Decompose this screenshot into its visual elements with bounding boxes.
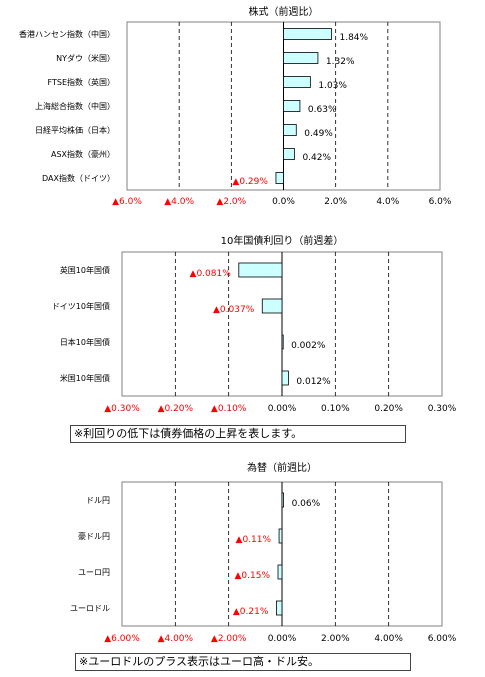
stocks-category-label: 香港ハンセン指数（中国） (19, 29, 115, 39)
bonds-category-label: 日本10年国債 (60, 337, 110, 347)
stocks-tick-label: ▲6.0% (112, 197, 142, 207)
bonds-category-label: 米国10年国債 (60, 373, 110, 383)
bonds-bar (238, 262, 283, 278)
fx-tick-label: 0.00% (268, 634, 297, 644)
bond-note: ※利回りの低下は債券価格の上昇を表します。 (70, 425, 406, 443)
fx-bar (275, 600, 283, 616)
bonds-value-label: ▲0.081% (190, 269, 232, 279)
stocks-value-label: 0.42% (302, 153, 331, 163)
bonds-value-label: ▲0.037% (213, 305, 255, 315)
fx-bar (277, 564, 283, 580)
fx-bar (278, 528, 283, 544)
fx-tick-label: 2.00% (321, 634, 350, 644)
stocks-value-label: ▲0.29% (232, 177, 268, 187)
fx-category-label: ユーロドル (70, 604, 110, 613)
stocks-category-label: ASX指数（豪州） (51, 149, 115, 159)
fx-tick-label: ▲6.00% (104, 634, 140, 644)
fx-bar (281, 492, 285, 508)
bonds-chart: 10年国債利回り（前週差） ▲0.30% ▲0.20% ▲0.10% 0.00% 0.10… (52, 234, 457, 414)
stocks-title: 株式（前週比） (249, 5, 319, 18)
bonds-tick-label: ▲0.10% (211, 404, 247, 414)
stocks-bar (275, 172, 284, 184)
stocks-tick-label: 0.0% (272, 197, 295, 207)
stocks-tick-label: 6.0% (429, 197, 452, 207)
stocks-category-label: 日経平均株価（日本） (35, 125, 115, 135)
fx-value-label: ▲0.15% (234, 571, 270, 581)
stocks-chart: 株式（前週比） ▲6.0% ▲4.0% ▲2.0% 0.0% 2.0% 4.0% 6.0% 香港… (19, 5, 452, 207)
bonds-tick-label: 0.30% (428, 404, 457, 414)
bonds-tick-label: 0.00% (268, 404, 297, 414)
stocks-bar (283, 52, 319, 64)
stocks-value-label: 1.03% (318, 81, 347, 91)
bonds-bar (281, 334, 284, 350)
stocks-bar (283, 148, 295, 160)
stocks-value-label: 1.32% (326, 57, 355, 67)
stocks-tick-label: 2.0% (324, 197, 347, 207)
bonds-tick-label: 0.10% (321, 404, 350, 414)
stocks-value-label: 0.63% (308, 105, 337, 115)
stocks-tick-label: ▲4.0% (164, 197, 194, 207)
fx-tick-label: ▲2.00% (211, 634, 247, 644)
fx-category-label: ドル円 (86, 496, 110, 505)
fx-title: 為替（前週比） (247, 461, 317, 474)
stocks-bar (283, 28, 332, 40)
stocks-category-label: 上海総合指数（中国） (35, 101, 115, 111)
fx-note: ※ユーロドルのプラス表示はユーロ高・ドル安。 (75, 653, 411, 671)
fx-category-label: 豪ドル円 (78, 531, 110, 541)
stocks-bar (283, 100, 301, 112)
fx-tick-label: 6.00% (428, 634, 457, 644)
stocks-value-label: 1.84% (339, 33, 368, 43)
stocks-tick-label: ▲2.0% (216, 197, 246, 207)
stocks-category-label: NYダウ（米国） (56, 53, 115, 63)
stocks-category-label: FTSE指数（英国） (48, 77, 115, 87)
bonds-bar (261, 298, 283, 314)
stocks-bar (283, 124, 297, 136)
bonds-tick-label: 0.20% (374, 404, 403, 414)
bonds-value-label: 0.012% (296, 377, 331, 387)
stocks-bar (283, 76, 311, 88)
stocks-category-label: DAX指数（ドイツ） (42, 173, 115, 183)
fx-tick-label: 4.00% (374, 634, 403, 644)
bonds-tick-label: ▲0.30% (104, 404, 140, 414)
bonds-value-label: 0.002% (291, 341, 326, 351)
bonds-category-label: ドイツ10年国債 (52, 301, 110, 311)
bonds-category-label: 英国10年国債 (60, 265, 110, 275)
bonds-tick-label: ▲0.20% (158, 404, 194, 414)
bonds-bar (281, 370, 289, 386)
fx-value-label: ▲0.11% (236, 535, 272, 545)
fx-value-label: 0.06% (292, 499, 321, 509)
fx-value-label: ▲0.21% (233, 607, 269, 617)
bonds-title: 10年国債利回り（前週差） (221, 234, 344, 247)
stocks-value-label: 0.49% (304, 129, 333, 139)
stocks-tick-label: 4.0% (376, 197, 399, 207)
fx-tick-label: ▲4.00% (158, 634, 194, 644)
fx-category-label: ユーロ円 (78, 568, 110, 577)
fx-chart: 為替（前週比） ▲6.00% ▲4.00% ▲2.00% 0.00% 2.00% 4.00%… (70, 461, 457, 644)
